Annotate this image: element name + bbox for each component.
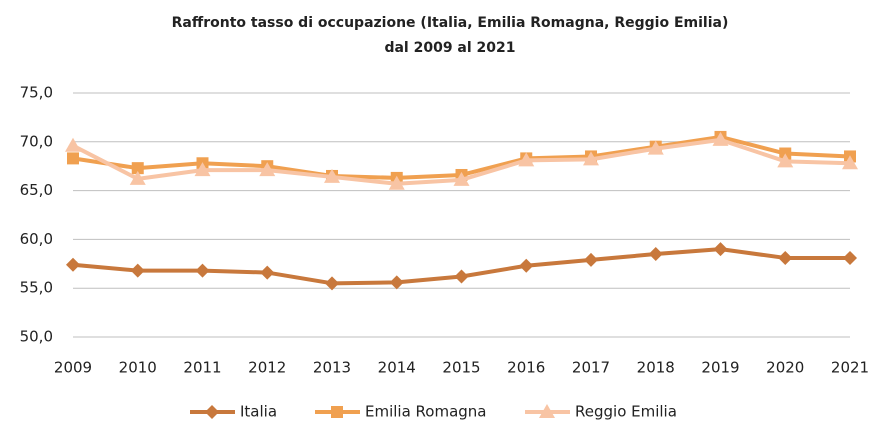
point-marker (584, 252, 598, 267)
point-marker (648, 247, 663, 262)
point-marker (843, 250, 857, 265)
x-tick-label: 2017 (572, 359, 610, 377)
point-marker (260, 265, 275, 280)
point-marker (131, 162, 144, 175)
point-marker (65, 137, 81, 152)
point-marker (712, 131, 729, 146)
legend-label: Italia (240, 403, 277, 421)
x-tick-label: 2011 (183, 359, 221, 377)
x-tick-label: 2013 (313, 359, 351, 377)
point-marker (195, 263, 210, 278)
x-tick-label: 2020 (766, 359, 804, 377)
x-tick-label: 2012 (248, 359, 286, 377)
point-marker (453, 171, 470, 186)
legend-marker (539, 404, 555, 418)
point-marker (259, 162, 276, 177)
y-tick-label: 65,0 (20, 181, 53, 199)
chart-title: Raffronto tasso di occupazione (Italia, … (172, 15, 729, 31)
point-marker (777, 153, 794, 168)
x-tick-label: 2018 (637, 359, 675, 377)
point-marker (388, 175, 405, 190)
point-marker (583, 151, 599, 166)
point-marker (389, 275, 404, 290)
point-marker (324, 168, 340, 183)
point-marker (325, 276, 339, 291)
y-tick-label: 75,0 (20, 84, 53, 102)
y-tick-label: 55,0 (20, 279, 53, 297)
point-marker (194, 162, 211, 177)
point-marker (130, 263, 145, 278)
point-marker (647, 140, 664, 155)
y-tick-label: 70,0 (20, 132, 53, 150)
point-marker (66, 257, 80, 272)
point-marker (778, 250, 793, 265)
x-tick-label: 2016 (507, 359, 545, 377)
legend-label: Reggio Emilia (575, 403, 677, 421)
chart-subtitle: dal 2009 al 2021 (384, 40, 515, 56)
y-tick-label: 50,0 (20, 328, 53, 346)
point-marker (713, 242, 728, 257)
point-marker (518, 152, 535, 167)
x-tick-label: 2010 (119, 359, 157, 377)
legend-marker (331, 406, 343, 418)
y-tick-label: 60,0 (20, 230, 53, 248)
point-marker (519, 258, 534, 273)
x-tick-label: 2009 (54, 359, 92, 377)
x-tick-label: 2019 (701, 359, 739, 377)
point-marker (129, 170, 146, 185)
point-marker (454, 269, 469, 284)
x-tick-label: 2015 (442, 359, 480, 377)
point-marker (842, 155, 858, 170)
x-tick-label: 2021 (831, 359, 869, 377)
point-marker (67, 152, 79, 165)
legend-marker (205, 405, 219, 419)
legend-label: Emilia Romagna (365, 403, 487, 421)
x-tick-label: 2014 (378, 359, 416, 377)
